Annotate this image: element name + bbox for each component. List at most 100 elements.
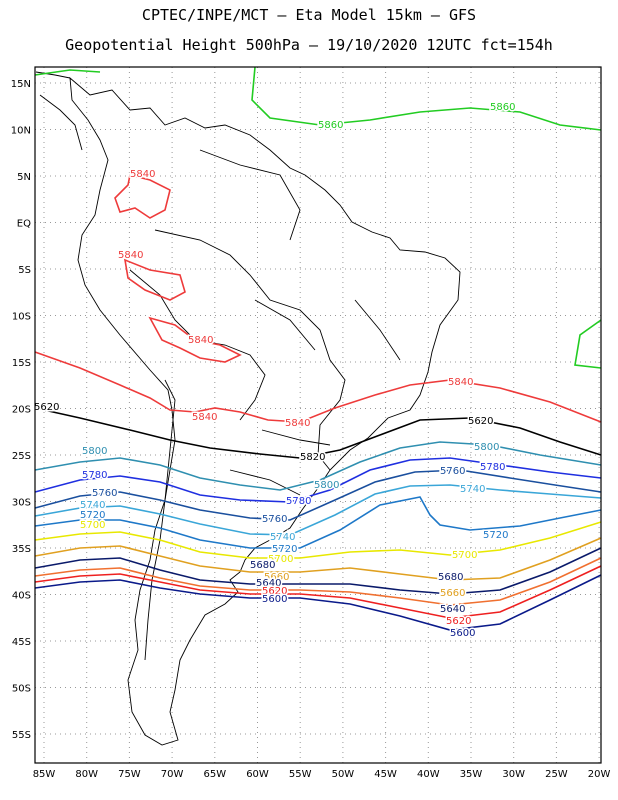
contour-line xyxy=(574,319,602,369)
contour-label: 5660 xyxy=(264,572,289,583)
contour-label: 5840 xyxy=(130,169,155,180)
contour-label: 5840 xyxy=(448,377,473,388)
bolivia-peru-border xyxy=(129,269,266,421)
contour-label: 5680 xyxy=(250,560,275,571)
contour-label: 5720 xyxy=(272,544,297,555)
lat-tick-label: 10S xyxy=(12,312,31,323)
lon-tick-label: 30W xyxy=(502,769,525,780)
contour-label: 5760 xyxy=(440,466,465,477)
lat-tick-label: 25S xyxy=(12,451,31,462)
contour-label: 5620 xyxy=(468,416,493,427)
contour-line xyxy=(114,174,171,219)
contour-line xyxy=(34,351,602,423)
lon-tick-label: 75W xyxy=(118,769,141,780)
contour-label: 5860 xyxy=(318,120,343,131)
lat-tick-label: 35S xyxy=(12,544,31,555)
title-line-1: CPTEC/INPE/MCT – Eta Model 15km – GFS xyxy=(141,6,477,24)
contour-line xyxy=(34,521,602,559)
lat-tick-label: 45S xyxy=(12,637,31,648)
lat-tick-label: 15S xyxy=(12,358,31,369)
lat-tick-label: 10N xyxy=(11,126,31,137)
contour-line xyxy=(123,258,186,301)
contour-label: 5760 xyxy=(92,488,117,499)
contour-line xyxy=(251,66,602,131)
lat-tick-label: EQ xyxy=(17,219,31,230)
central-america xyxy=(35,71,83,151)
contour-label: 5800 xyxy=(314,480,339,491)
lat-tick-label: 30S xyxy=(12,498,31,509)
map-frame xyxy=(34,66,602,764)
contour-line xyxy=(34,537,602,581)
contour-line xyxy=(148,316,242,363)
axis-tick-labels: 15N 10N 5N EQ 5S 10S 15S 20S 25S 30S 35S 40S 45S 50S 5… xyxy=(11,79,611,780)
contour-label: 5640 xyxy=(256,578,281,589)
contour-label: 5840 xyxy=(118,250,143,261)
lat-tick-label: 55S xyxy=(12,730,31,741)
title-line-2: Geopotential Height 500hPa – 19/10/2020 … xyxy=(65,36,553,54)
contour-label: 5840 xyxy=(188,335,213,346)
andes-border xyxy=(144,379,176,661)
lon-tick-label: 35W xyxy=(460,769,483,780)
contour-label: 5660 xyxy=(440,588,465,599)
lon-tick-label: 45W xyxy=(374,769,397,780)
contour-label: 5780 xyxy=(286,496,311,507)
contour-label: 5680 xyxy=(438,572,463,583)
lon-tick-label: 50W xyxy=(332,769,355,780)
contour-label: 5760 xyxy=(262,514,287,525)
contour-line xyxy=(34,484,602,536)
contour-label: 5860 xyxy=(490,102,515,113)
contour-line xyxy=(34,496,602,549)
contour-label: 5700 xyxy=(452,550,477,561)
lon-tick-label: 70W xyxy=(161,769,184,780)
contour-label: 5600 xyxy=(450,628,475,639)
contour-label: 5720 xyxy=(483,530,508,541)
brazil-border xyxy=(154,229,346,471)
country-boundaries xyxy=(35,71,461,746)
contour-line xyxy=(34,565,602,619)
lon-tick-label: 60W xyxy=(246,769,269,780)
contour-line xyxy=(34,407,602,459)
contour-label: 5620 xyxy=(34,402,59,413)
contour-label: 5840 xyxy=(192,412,217,423)
contour-label: 5640 xyxy=(440,604,465,615)
contour-labels: 5860 5860 5840 5840 5840 5840 5840 5840 5620 5620… xyxy=(33,101,517,641)
lon-tick-label: 80W xyxy=(75,769,98,780)
contour-label: 5740 xyxy=(270,532,295,543)
lat-tick-label: 20S xyxy=(12,405,31,416)
lat-tick-label: 5S xyxy=(18,265,31,276)
lat-lon-gridlines xyxy=(35,67,601,763)
contour-line xyxy=(34,557,602,606)
lat-tick-label: 15N xyxy=(11,79,31,90)
lat-tick-label: 5N xyxy=(17,172,31,183)
lat-tick-label: 40S xyxy=(12,591,31,602)
contour-line xyxy=(34,441,602,491)
lon-tick-label: 65W xyxy=(203,769,226,780)
contour-label: 5740 xyxy=(460,484,485,495)
interior-borders xyxy=(199,149,401,496)
contour-label: 5720 xyxy=(80,510,105,521)
contour-label: 5780 xyxy=(480,462,505,473)
contour-lines xyxy=(34,66,602,631)
contour-label: 5740 xyxy=(80,500,105,511)
contour-label: 5700 xyxy=(80,520,105,531)
contour-label: 5800 xyxy=(82,446,107,457)
lon-tick-label: 40W xyxy=(417,769,440,780)
contour-line xyxy=(34,69,101,76)
lon-tick-label: 20W xyxy=(588,769,611,780)
contour-label: 5700 xyxy=(268,554,293,565)
contour-label: 5840 xyxy=(285,418,310,429)
contour-label: 5800 xyxy=(474,442,499,453)
contour-label: 5780 xyxy=(82,470,107,481)
contour-label: 5600 xyxy=(262,594,287,605)
contour-line xyxy=(34,574,602,631)
contour-line xyxy=(34,547,602,595)
contour-label: 5620 xyxy=(262,586,287,597)
contour-label: 5820 xyxy=(300,452,325,463)
contour-line xyxy=(34,469,602,521)
south-america-coastline xyxy=(69,76,461,746)
lat-tick-label: 50S xyxy=(12,684,31,695)
lon-tick-label: 85W xyxy=(33,769,56,780)
contour-line xyxy=(34,457,602,503)
contour-label: 5620 xyxy=(446,616,471,627)
